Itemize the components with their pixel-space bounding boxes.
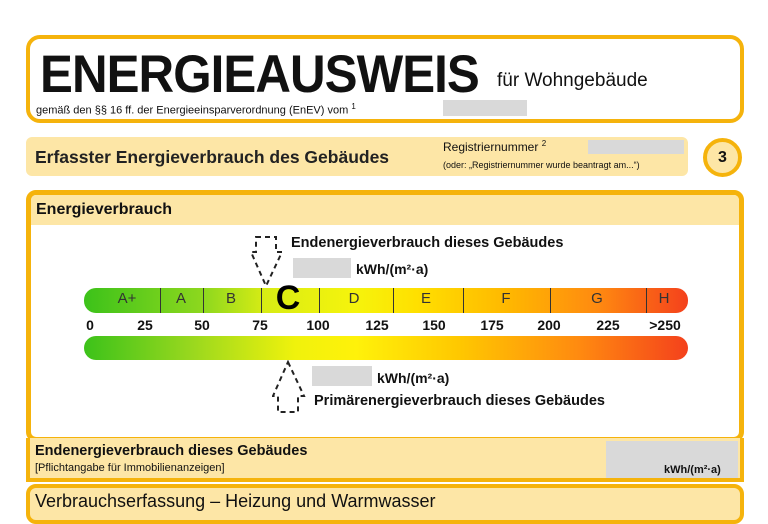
section-bar: Erfasster Energieverbrauch des Gebäudes [26, 137, 688, 176]
page-number-badge: 3 [703, 138, 742, 177]
summary-label: Endenergieverbrauch dieses Gebäudes [35, 443, 308, 459]
scale-tick-label: 0 [86, 317, 94, 333]
class-divider [261, 288, 262, 313]
class-label: F [501, 290, 511, 307]
class-divider [319, 288, 320, 313]
primary-energy-value-field[interactable] [312, 366, 372, 386]
registration-field[interactable] [588, 140, 684, 154]
legal-basis: gemäß den §§ 16 ff. der Energieeinsparve… [36, 102, 356, 117]
scale-tick-label: >250 [649, 317, 681, 333]
class-divider [550, 288, 551, 313]
document-subtitle: für Wohngebäude [497, 70, 648, 91]
class-divider [463, 288, 464, 313]
summary-note: [Pflichtangabe für Immobilienanzeigen] [35, 462, 225, 474]
primary-energy-unit: kWh/(m²·a) [377, 370, 450, 386]
legal-text: gemäß den §§ 16 ff. der Energieeinsparve… [36, 104, 349, 117]
class-label: G [591, 290, 603, 307]
section-title: Erfasster Energieverbrauch des Gebäudes [35, 147, 390, 167]
end-energy-arrow-icon [250, 236, 284, 289]
class-label: H [658, 290, 670, 307]
class-divider [203, 288, 204, 313]
primary-energy-scale [84, 336, 688, 360]
class-divider [160, 288, 161, 313]
summary-value-field[interactable] [606, 441, 738, 478]
end-energy-value-field[interactable] [293, 258, 351, 278]
end-energy-unit: kWh/(m²·a) [356, 261, 429, 277]
class-label: B [225, 290, 237, 307]
class-label: A [175, 290, 187, 307]
class-divider [646, 288, 647, 313]
summary-unit: kWh/(m²·a) [664, 464, 721, 476]
scale-tick-label: 175 [480, 317, 504, 333]
date-field[interactable] [443, 100, 527, 116]
scale-tick-label: 150 [422, 317, 446, 333]
primary-energy-label: Primärenergieverbrauch dieses Gebäudes [314, 393, 605, 409]
footnote-1: 1 [351, 102, 356, 111]
scale-tick-label: 50 [194, 317, 210, 333]
class-divider [393, 288, 394, 313]
class-label: C [275, 279, 301, 317]
energy-section-header: Energieverbrauch [31, 195, 739, 225]
registration-note: (oder: „Registriernummer wurde beantragt… [443, 160, 640, 170]
footnote-2: 2 [541, 139, 547, 148]
document-title: ENERGIEAUSWEIS [40, 45, 480, 104]
scale-tick-label: 125 [365, 317, 389, 333]
reg-text: Registriernummer [443, 140, 539, 154]
class-label: E [420, 290, 432, 307]
scale-tick-label: 75 [252, 317, 268, 333]
consumption-section-title: Verbrauchserfassung – Heizung und Warmwa… [35, 491, 436, 511]
class-label: D [348, 290, 360, 307]
class-label: A+ [117, 290, 137, 307]
registration-label: Registriernummer 2 [443, 139, 546, 154]
scale-tick-label: 200 [537, 317, 561, 333]
scale-tick-label: 225 [596, 317, 620, 333]
end-energy-scale [84, 288, 688, 313]
scale-tick-label: 25 [137, 317, 153, 333]
end-energy-label: Endenergieverbrauch dieses Gebäudes [291, 235, 564, 251]
scale-tick-label: 100 [306, 317, 330, 333]
title-box [26, 35, 744, 123]
primary-energy-arrow-icon [272, 360, 306, 413]
energy-section-title: Energieverbrauch [36, 201, 173, 218]
